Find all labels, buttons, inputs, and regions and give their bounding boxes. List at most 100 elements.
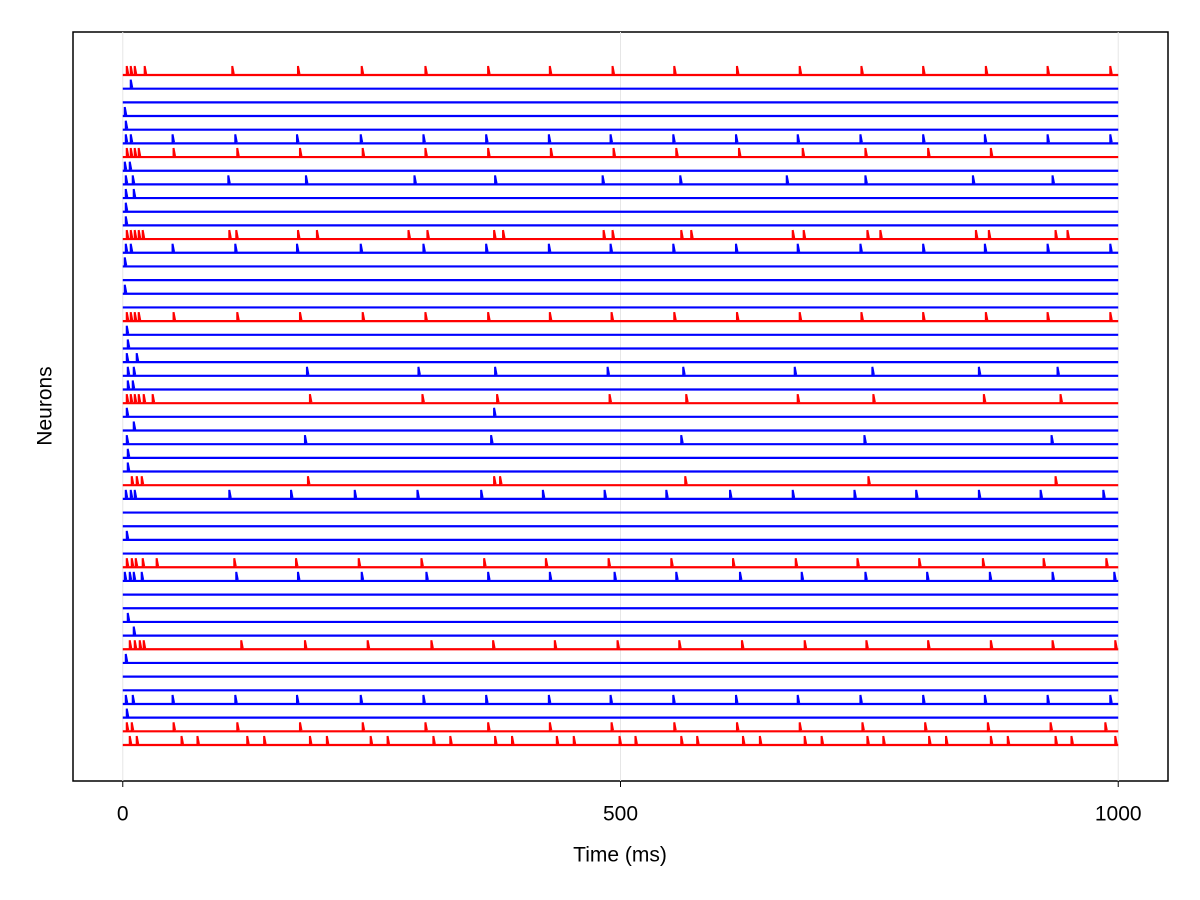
spike [487,571,491,581]
spike [361,311,366,322]
spike [496,393,500,404]
spike [1054,735,1058,745]
spike [1050,434,1055,445]
spike [679,175,683,185]
spike [866,735,870,745]
spike [487,311,491,322]
spike [971,175,976,185]
spike [1046,311,1051,322]
spike [129,311,134,322]
spike [1066,229,1070,240]
spike [494,175,498,185]
spike [879,229,883,240]
spike [982,393,987,404]
spike [984,65,989,75]
spike [135,352,140,363]
spike [137,311,142,322]
spike [487,147,491,158]
spike [493,229,497,240]
spike [1113,571,1117,581]
spike [1046,243,1051,253]
spike [612,147,617,158]
spike [298,147,303,158]
spike [634,735,638,745]
spike [548,311,553,322]
spike [974,229,979,240]
spike [555,735,560,745]
spike [549,147,554,158]
spike [130,558,135,568]
spike [125,393,130,404]
spike [172,311,177,322]
spike [882,735,886,745]
spike [359,694,364,704]
spike [294,558,299,568]
spike [236,722,240,732]
spike [125,708,130,718]
spike [424,311,428,322]
spike [547,694,552,704]
spike [863,434,867,445]
spike [360,571,365,581]
spike [235,229,239,240]
spike [126,380,131,390]
spike [483,558,487,568]
spike [125,325,130,335]
spike [492,640,496,650]
spike [798,722,803,732]
spike [544,558,549,568]
spike [1054,229,1058,240]
spike [296,571,301,581]
spike [124,216,129,226]
spike [126,448,131,458]
spike [133,489,138,499]
spike [977,489,982,499]
spike [142,640,147,650]
spike [547,134,552,144]
spike [123,257,128,267]
spike [141,558,146,568]
spike [922,694,926,704]
spike [138,640,143,650]
spike [1105,558,1109,568]
spike [983,134,988,144]
spike [143,65,148,75]
spike [918,558,922,568]
spike [861,722,865,732]
spike [1042,558,1047,568]
spike [129,489,134,499]
spike [548,65,553,75]
spike [236,311,240,322]
spike [129,79,134,89]
spike [820,735,825,745]
spike [988,571,993,581]
spike [386,735,391,745]
spike [424,722,428,732]
spike [422,134,426,144]
spike [675,571,679,581]
spike [133,147,138,158]
spike [366,640,371,650]
spike [856,558,860,568]
spike [872,393,876,404]
spike [416,489,420,499]
spike [922,243,926,253]
spike [981,558,986,568]
spike [171,694,176,704]
spike [922,134,926,144]
spike [137,147,142,158]
spike [180,735,184,745]
spike [132,626,137,636]
spike [1109,311,1113,322]
spike [1056,366,1060,376]
spike [308,735,313,745]
spike [305,366,310,376]
spike [611,229,616,240]
spike [865,640,869,650]
spike [670,558,674,568]
spike [680,229,684,240]
spike [129,229,134,240]
spike [420,558,424,568]
spike [665,489,669,499]
spike [502,229,506,240]
